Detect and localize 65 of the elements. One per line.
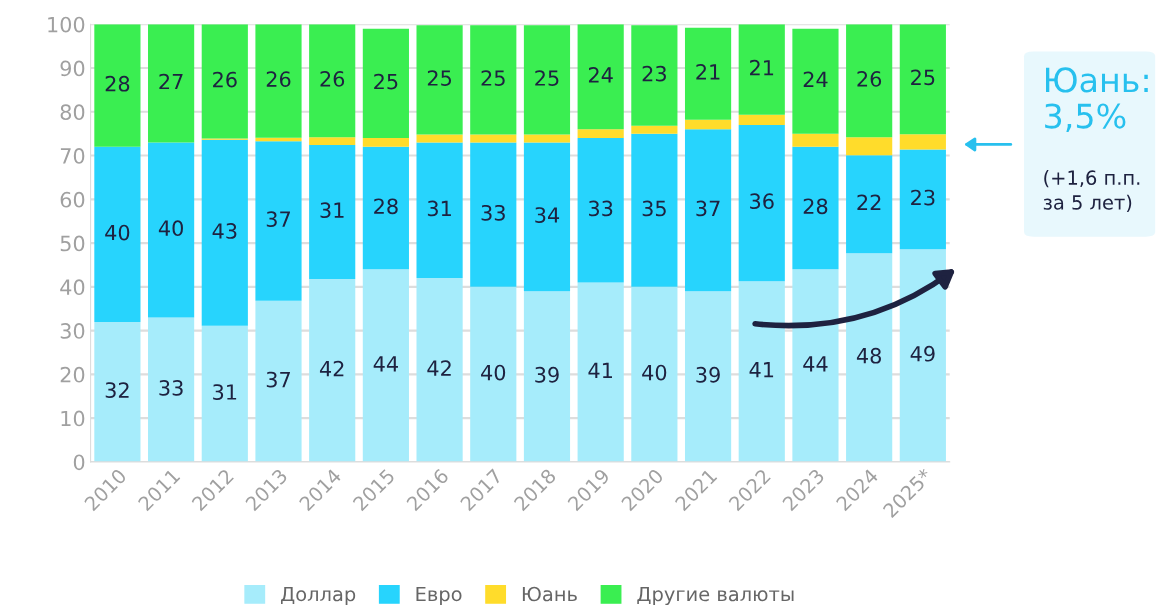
data-label: 43 — [212, 223, 237, 239]
data-label: 21 — [750, 59, 774, 76]
text: Юань: 3,5% — [1045, 67, 1148, 133]
data-label: 33 — [159, 380, 183, 396]
data-label: 23 — [642, 65, 666, 82]
legend-label: Юань — [522, 586, 577, 602]
data-label: 33 — [589, 200, 613, 217]
data-label: 49 — [910, 345, 935, 362]
data-label: 40 — [158, 220, 183, 237]
data-label: 48 — [856, 347, 881, 364]
data-label: 23 — [911, 189, 935, 206]
data-label: 32 — [105, 382, 129, 398]
text: (+1,6 п.п. за 5 лет) — [1043, 169, 1140, 213]
data-label: 36 — [750, 193, 774, 210]
data-label: 44 — [373, 356, 398, 372]
data-label: 24 — [588, 67, 613, 83]
data-label: 25 — [374, 73, 398, 90]
y-tick-label: 60 — [60, 191, 85, 208]
data-label: 40 — [481, 364, 506, 381]
data-label: 44 — [803, 356, 828, 372]
data-label: 25 — [481, 70, 505, 86]
y-tick-label: 50 — [60, 235, 85, 252]
data-label: 39 — [535, 366, 559, 383]
data-label: 31 — [320, 202, 344, 219]
data-label: 34 — [535, 207, 560, 223]
data-label: 35 — [642, 200, 666, 217]
data-label: 41 — [749, 362, 774, 378]
legend-label: Доллар — [281, 586, 356, 606]
data-label: 31 — [213, 384, 237, 400]
legend-label: Другие валюты — [637, 586, 794, 606]
data-label: 27 — [159, 73, 183, 90]
data-label: 25 — [427, 70, 452, 86]
data-label: 33 — [481, 204, 505, 221]
y-tick-label: 70 — [60, 148, 85, 164]
data-label: 25 — [911, 69, 935, 86]
data-label: 24 — [803, 71, 828, 87]
data-label: 28 — [105, 75, 130, 92]
legend-label: Евро — [416, 586, 462, 606]
data-label: 26 — [857, 71, 882, 87]
y-tick-label: 100 — [48, 16, 85, 33]
data-label: 26 — [266, 71, 291, 87]
data-label: 26 — [320, 71, 345, 87]
data-label: 40 — [105, 224, 130, 241]
y-tick-label: 80 — [60, 104, 85, 121]
data-label: 28 — [374, 198, 398, 215]
data-label: 28 — [803, 198, 828, 215]
data-label: 40 — [642, 364, 667, 381]
data-label: 22 — [857, 194, 881, 210]
y-tick-label: 40 — [60, 279, 85, 296]
y-tick-label: 0 — [73, 454, 85, 471]
data-label: 42 — [427, 360, 451, 376]
y-tick-label: 30 — [60, 323, 85, 339]
data-label: 37 — [696, 200, 720, 217]
data-label: 25 — [535, 70, 559, 86]
data-label: 37 — [266, 371, 290, 388]
y-tick-label: 90 — [60, 60, 85, 77]
data-label: 21 — [696, 64, 720, 80]
y-tick-label: 10 — [61, 410, 85, 427]
data-label: 26 — [213, 71, 237, 88]
y-tick-label: 20 — [60, 366, 85, 383]
data-label: 31 — [427, 200, 451, 217]
data-label: 39 — [696, 366, 720, 383]
data-label: 41 — [588, 362, 612, 378]
data-label: 42 — [319, 360, 344, 377]
data-label: 37 — [266, 211, 290, 228]
